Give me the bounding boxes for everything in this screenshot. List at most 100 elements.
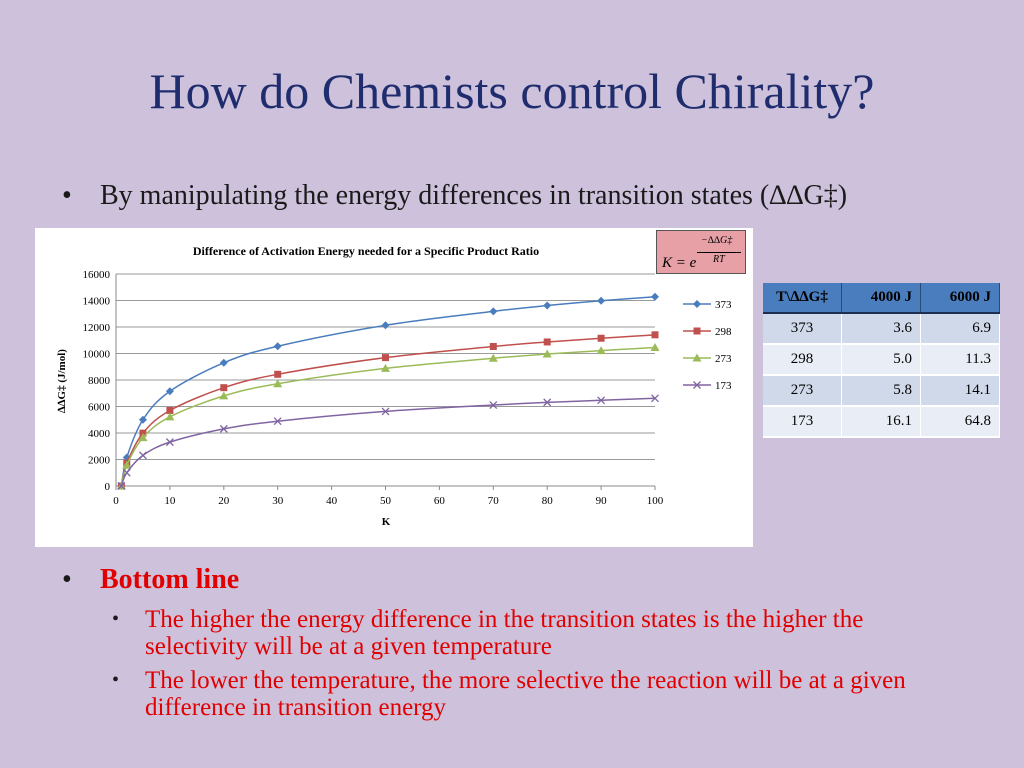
data-point	[489, 401, 498, 410]
legend-label: 173	[715, 380, 732, 392]
chart-title: Difference of Activation Energy needed f…	[193, 244, 539, 258]
y-tick-label: 10000	[83, 349, 111, 361]
series-173	[117, 394, 659, 490]
data-point	[650, 343, 660, 352]
data-point	[651, 292, 659, 301]
bullet-marker: •	[62, 180, 72, 211]
table-header: 4000 J	[841, 283, 921, 314]
data-point	[273, 379, 283, 388]
table-row: 273 5.8 14.1	[763, 375, 1000, 407]
chart-grid	[115, 273, 656, 490]
series-line	[120, 346, 656, 487]
data-point	[543, 338, 551, 346]
data-point	[597, 334, 605, 342]
data-point	[139, 429, 147, 437]
table-header: T\∆∆G‡	[763, 283, 842, 314]
x-tick-label: 40	[326, 495, 338, 507]
data-point	[488, 353, 498, 362]
y-tick-label: 4000	[88, 428, 111, 440]
x-tick-label: 30	[272, 495, 284, 507]
legend-marker	[693, 381, 701, 389]
y-tick-labels: 0 2000 4000 6000 8000 10000 12000 14000 16000	[83, 269, 111, 493]
x-tick-label: 50	[380, 495, 392, 507]
table-row: 373 3.6 6.9	[763, 313, 1000, 345]
x-tick-label: 0	[113, 495, 119, 507]
table-header: 6000 J	[920, 283, 1000, 314]
table-row: 173 16.1 64.8	[763, 406, 1000, 438]
data-point	[489, 307, 498, 316]
data-point	[381, 407, 390, 416]
data-point	[138, 451, 147, 460]
data-point	[651, 394, 659, 403]
bottom-line-bullet: • Bottom line	[62, 564, 239, 596]
y-tick-label: 16000	[83, 269, 111, 281]
y-tick-label: 8000	[88, 375, 111, 387]
bullet-marker: •	[62, 564, 72, 595]
table-cell: 3.6	[841, 313, 921, 345]
data-point	[543, 398, 552, 407]
y-tick-label: 6000	[88, 402, 111, 414]
table-cell: 298	[763, 344, 842, 376]
data-point	[381, 363, 390, 372]
table-cell: 6.9	[920, 313, 1000, 345]
data-point	[138, 415, 147, 424]
data-point	[489, 342, 497, 350]
series-line	[120, 397, 656, 487]
y-tick-label: 0	[105, 481, 111, 493]
data-point	[220, 384, 228, 392]
data-point	[219, 358, 228, 367]
data-point	[596, 346, 606, 355]
y-tick-label: 2000	[88, 455, 111, 467]
data-point	[219, 391, 229, 400]
data-point	[542, 349, 552, 358]
series-373	[117, 292, 659, 490]
chart-area: Difference of Activation Energy needed f…	[35, 228, 753, 547]
data-point	[122, 460, 132, 469]
fraction-line	[697, 252, 741, 253]
data-point	[597, 396, 606, 405]
data-point	[117, 482, 126, 490]
main-bullet: • By manipulating the energy differences…	[62, 180, 847, 212]
data-point	[651, 331, 659, 339]
sub-bullet-text: The higher the energy difference in the …	[145, 606, 864, 660]
x-tick-label: 70	[488, 495, 500, 507]
sub-bullet: • The higher the energy difference in th…	[112, 606, 932, 660]
slide-title: How do Chemists control Chirality?	[149, 63, 875, 119]
data-point	[381, 321, 390, 330]
formula-denominator: RT	[713, 254, 725, 265]
equilibrium-formula: K = e −∆∆G‡ RT	[656, 230, 746, 274]
series-273	[116, 343, 660, 490]
table-cell: 273	[763, 375, 842, 407]
table-cell: 14.1	[920, 375, 1000, 407]
y-tick-label: 14000	[83, 296, 111, 308]
legend-label: 373	[715, 299, 732, 311]
main-bullet-text: By manipulating the energy differences i…	[100, 180, 848, 211]
chart: Difference of Activation Energy needed f…	[56, 244, 732, 528]
series-298	[117, 331, 659, 490]
data-point	[273, 342, 282, 351]
data-point	[165, 412, 175, 421]
data-point	[165, 438, 174, 447]
chart-legend: 373 298 273 173	[683, 299, 732, 392]
data-point	[138, 433, 148, 442]
data-point	[166, 406, 174, 414]
x-tick-label: 10	[164, 495, 176, 507]
y-axis-label: ∆∆G‡ (J/mol)	[56, 349, 68, 413]
bullet-marker: •	[112, 608, 120, 630]
legend-label: 298	[715, 326, 732, 338]
data-point	[597, 296, 606, 305]
table-row: 298 5.0 11.3	[763, 344, 1000, 376]
x-tick-label: 100	[647, 495, 664, 507]
table-cell: 11.3	[920, 344, 1000, 376]
x-tick-label: 60	[434, 495, 446, 507]
chart-series	[116, 292, 660, 490]
x-tick-label: 90	[596, 495, 608, 507]
table-cell: 64.8	[920, 406, 1000, 438]
bullet-marker: •	[112, 669, 120, 691]
x-tick-label: 80	[542, 495, 554, 507]
formula-lhs: K = e	[662, 255, 697, 271]
legend-marker	[693, 300, 701, 308]
legend-marker	[693, 327, 701, 335]
legend-label: 273	[715, 353, 732, 365]
x-tick-label: 20	[218, 495, 230, 507]
